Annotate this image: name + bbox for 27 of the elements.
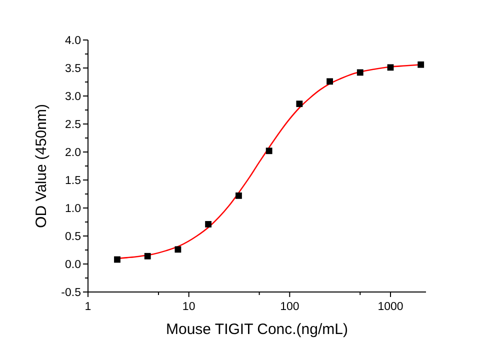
y-tick-label: 2.5 (65, 119, 81, 132)
point (236, 192, 242, 199)
point (296, 100, 303, 108)
y-tick-label: 3.5 (65, 63, 81, 76)
x-axis-title: Mouse TIGIT Conc.(ng/mL) (166, 321, 348, 338)
point (387, 64, 394, 71)
y-tick-label: 3.0 (65, 91, 81, 104)
x-tick-label: 1 (84, 301, 92, 313)
point (418, 61, 424, 68)
point (356, 69, 364, 76)
y-tick-label: -0.5 (61, 287, 81, 300)
point (266, 148, 272, 154)
point (205, 221, 212, 228)
y-axis-title: OD Value (450nm) (33, 104, 50, 228)
y-tick-label: 1.5 (65, 175, 81, 188)
point (326, 78, 333, 85)
y-tick-label: 0.0 (65, 259, 81, 272)
point (174, 246, 182, 253)
y-tick-label: 0.5 (65, 231, 81, 244)
point (114, 256, 120, 263)
point (144, 252, 151, 260)
x-tick-label: 1000 (378, 301, 404, 313)
x-tick-label: 10 (182, 301, 196, 313)
y-tick-label: 4.0 (65, 35, 81, 48)
y-tick-label: 2.0 (65, 147, 81, 160)
x-tick-label: 100 (280, 301, 300, 313)
y-tick-label: 1.0 (65, 203, 81, 216)
